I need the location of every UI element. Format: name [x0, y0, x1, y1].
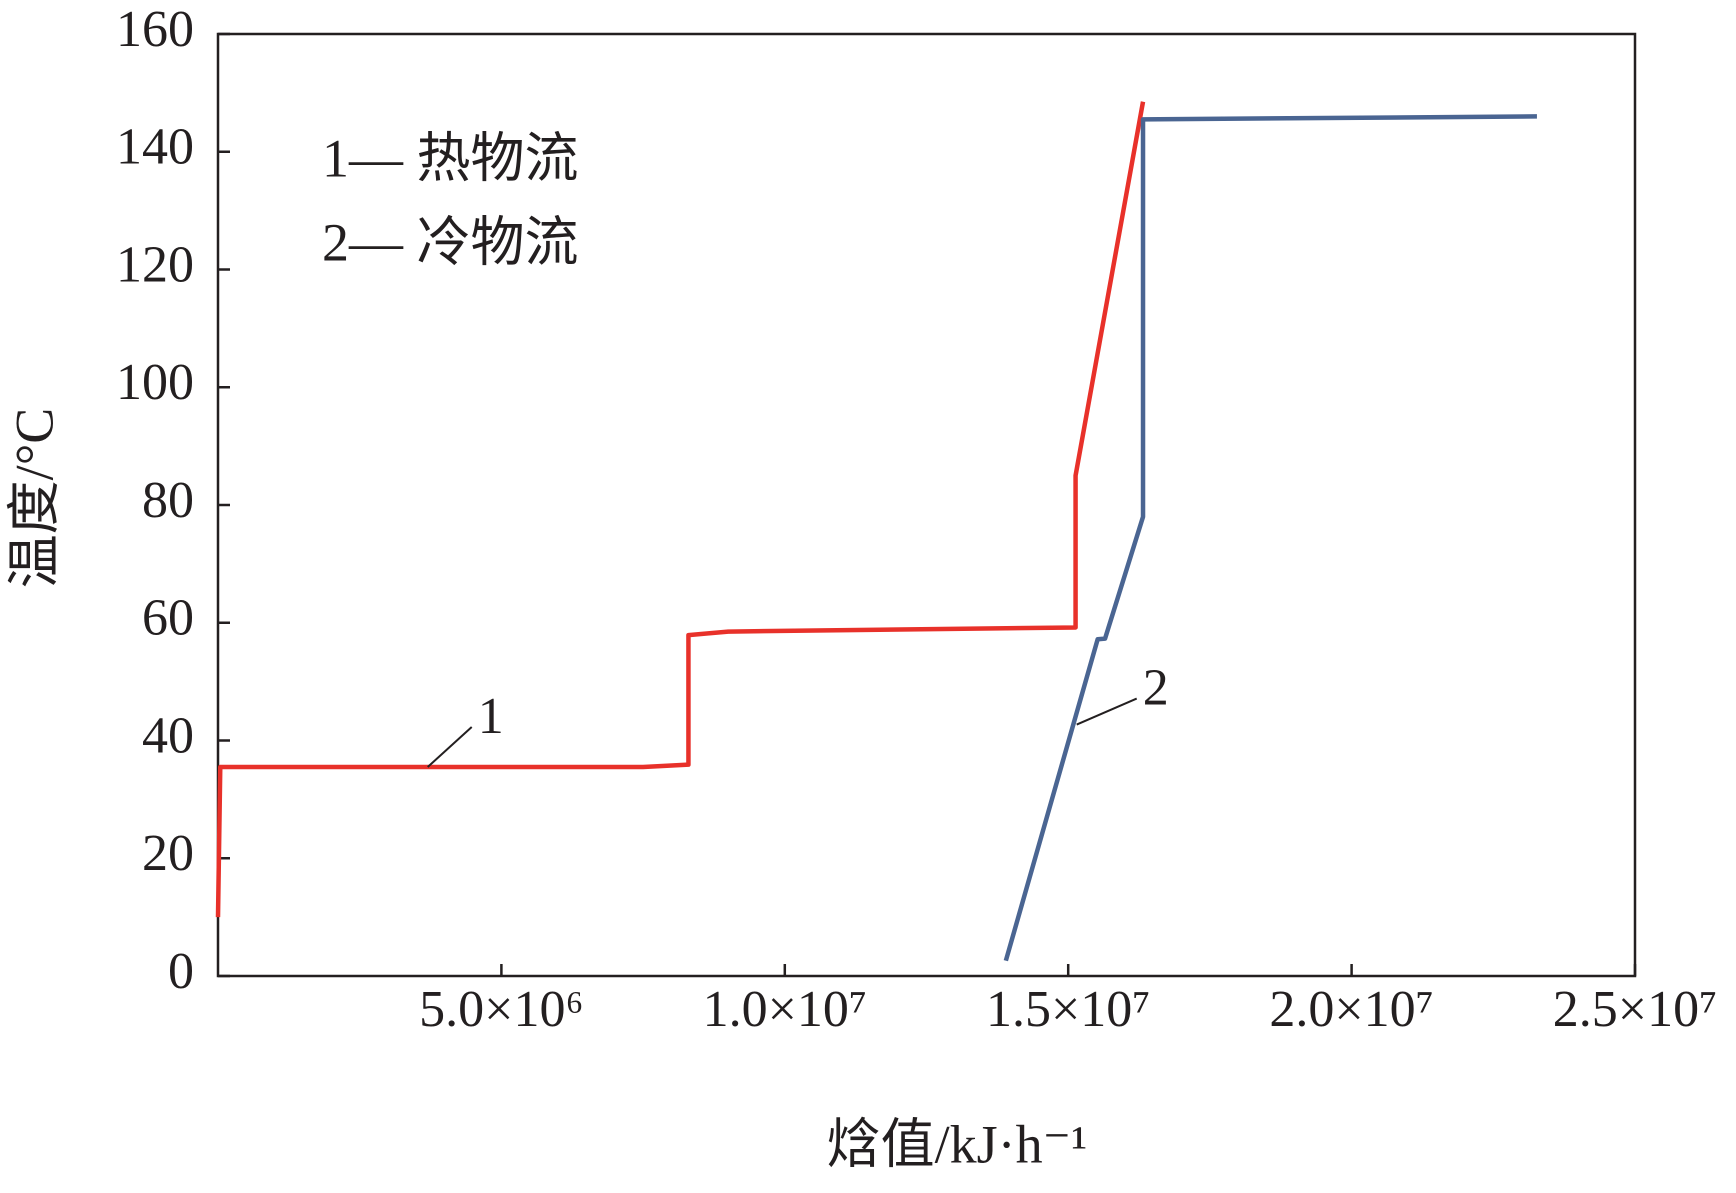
- y-tick-label: 80: [142, 472, 194, 529]
- y-tick-label: 120: [116, 236, 194, 293]
- y-tick-label: 100: [116, 354, 194, 411]
- x-tick-label: 1.5×10⁷: [986, 981, 1150, 1038]
- legend-label: 1— 热物流: [322, 128, 579, 188]
- x-tick-label: 1.0×10⁷: [703, 981, 867, 1038]
- annotation-label: 2: [1143, 660, 1169, 717]
- y-tick-label: 20: [142, 825, 194, 882]
- y-tick-label: 60: [142, 590, 194, 647]
- series-line: [215, 101, 1146, 918]
- x-axis-title: 焓值/kJ·h⁻¹: [827, 1114, 1088, 1174]
- series-line: [1003, 114, 1537, 962]
- y-tick-label: 160: [116, 1, 194, 58]
- annotation-leader: [427, 726, 473, 768]
- legend-label: 2— 冷物流: [322, 212, 579, 272]
- x-tick-label: 5.0×10⁶: [419, 981, 583, 1038]
- y-axis-title: 温度/°C: [4, 408, 64, 589]
- x-tick-label: 2.0×10⁷: [1269, 981, 1433, 1038]
- x-tick-label: 2.5×10⁷: [1553, 981, 1717, 1038]
- annotation-label: 1: [478, 688, 504, 745]
- annotation-leader: [1076, 697, 1138, 726]
- y-tick-label: 40: [142, 707, 194, 764]
- y-tick-label: 140: [116, 119, 194, 176]
- y-tick-label: 0: [168, 943, 194, 1000]
